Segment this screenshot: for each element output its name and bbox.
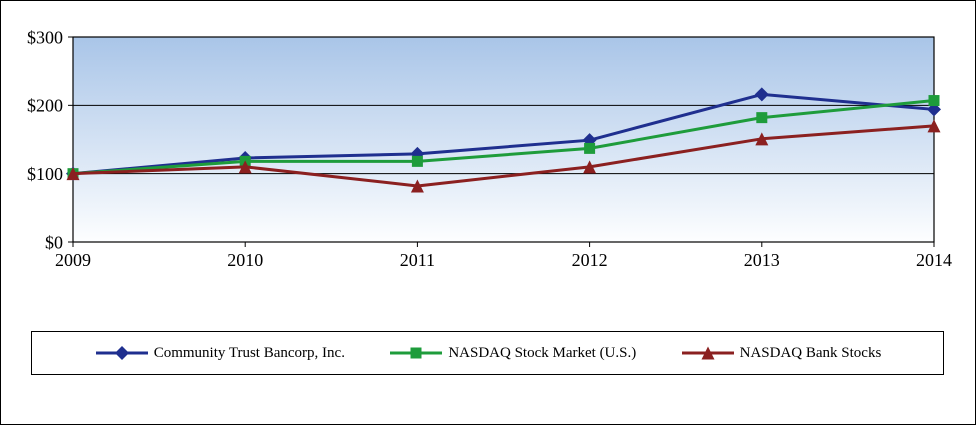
y-tick-label: $200 — [27, 96, 63, 116]
legend-label-nasdaq-bank: NASDAQ Bank Stocks — [739, 344, 882, 361]
triangle-marker — [927, 119, 941, 133]
x-tick-label: 2014 — [916, 250, 952, 270]
series-line-0 — [71, 92, 936, 176]
y-tick-label: $0 — [45, 232, 63, 252]
triangle-marker — [583, 160, 597, 174]
diamond-marker — [754, 87, 769, 102]
diamond-marker — [114, 346, 129, 360]
legend-item-ctbi: Community Trust Bancorp, Inc. — [94, 345, 345, 362]
legend-item-nasdaq-market: NASDAQ Stock Market (U.S.) — [388, 345, 636, 362]
triangle-marker — [701, 346, 715, 360]
y-tick-label: $300 — [27, 27, 63, 47]
legend-label-nasdaq-market: NASDAQ Stock Market (U.S.) — [448, 344, 637, 361]
legend-marker-square-icon — [390, 347, 443, 359]
square-marker — [928, 95, 940, 107]
y-tick-label: $100 — [27, 164, 63, 184]
chart-legend: Community Trust Bancorp, Inc. NASDAQ Sto… — [31, 331, 944, 375]
triangle-marker — [66, 167, 80, 181]
x-tick-label: 2011 — [400, 250, 435, 270]
legend-label-ctbi: Community Trust Bancorp, Inc. — [153, 344, 345, 361]
x-tick-label: 2013 — [744, 250, 780, 270]
plot-border — [72, 36, 935, 243]
square-marker — [410, 347, 422, 359]
legend-marker-triangle-icon — [681, 346, 734, 360]
x-tick-label: 2009 — [55, 250, 91, 270]
square-marker — [584, 142, 596, 154]
performance-line-chart: $0 $100 $200 $300 2009 2010 2011 2012 2013 2014 — [27, 27, 952, 270]
series-line-1 — [71, 99, 936, 176]
triangle-marker — [238, 160, 252, 174]
x-tick-label: 2012 — [572, 250, 608, 270]
triangle-marker — [755, 132, 769, 146]
x-tick-label: 2010 — [227, 250, 263, 270]
square-marker — [756, 112, 768, 124]
legend-item-nasdaq-bank: NASDAQ Bank Stocks — [680, 344, 882, 362]
plot-area: $0 $100 $200 $300 2009 2010 2011 2012 2013 2014 — [27, 27, 952, 270]
square-marker — [411, 155, 423, 167]
series-line-2 — [71, 124, 936, 188]
legend-marker-diamond-icon — [95, 346, 148, 360]
plot-background — [73, 37, 934, 242]
triangle-marker — [410, 179, 424, 193]
